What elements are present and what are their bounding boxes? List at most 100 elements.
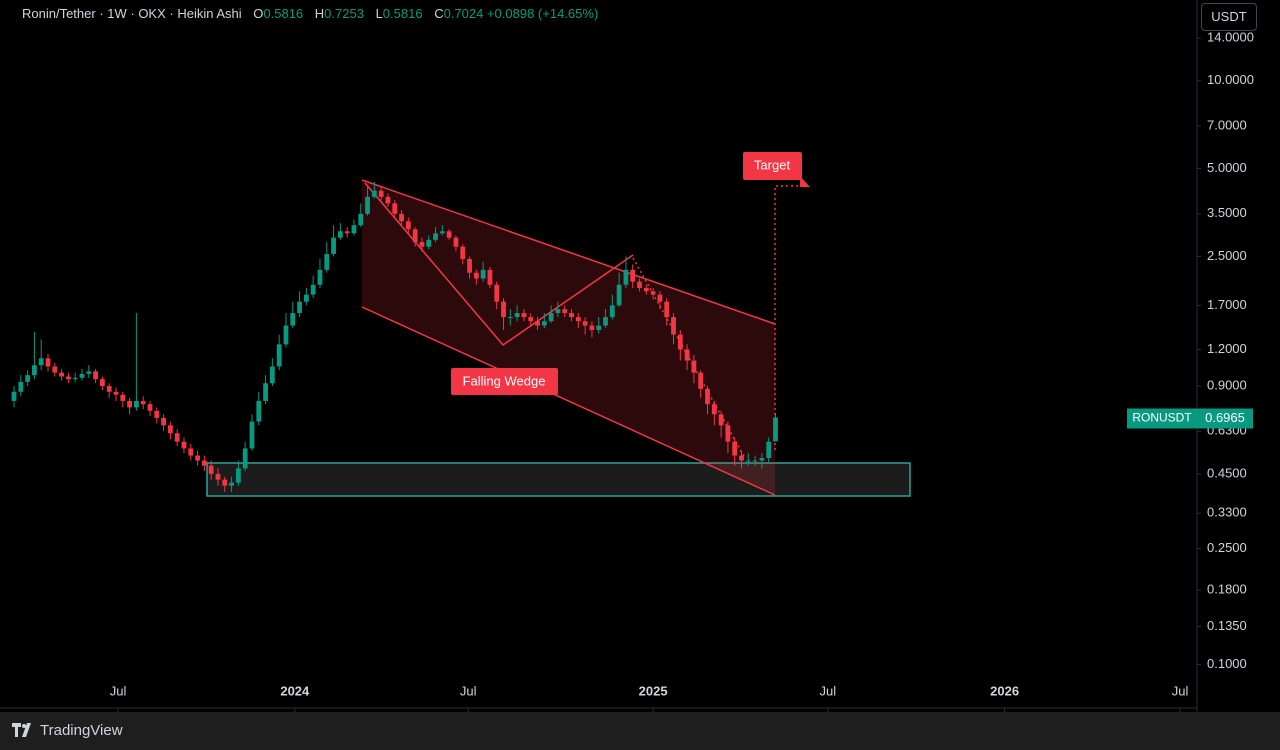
- candle-body: [72, 377, 78, 380]
- candle-body: [392, 203, 398, 214]
- annotation: Falling Wedge: [463, 373, 546, 388]
- candle-body: [86, 371, 92, 374]
- candle-body: [494, 284, 500, 302]
- candle-body: [711, 404, 717, 415]
- candle-body: [773, 417, 778, 442]
- logo: [12, 723, 31, 737]
- candle-body: [310, 284, 316, 295]
- annotation-box: [451, 368, 558, 395]
- candle-body: [371, 190, 377, 197]
- y-tick-label: 0.2500: [1207, 540, 1247, 555]
- candle-body: [167, 425, 173, 434]
- candle-body: [222, 479, 228, 486]
- x-tick-label: Jul: [110, 683, 127, 698]
- title: Ronin/Tether · 1W · OKX · Heikin Ashi: [22, 6, 242, 21]
- candle-body: [181, 441, 187, 449]
- candle-body: [453, 237, 459, 247]
- candle-body: [467, 259, 472, 273]
- candle-body: [208, 465, 214, 474]
- candle-body: [18, 381, 24, 392]
- candle-body: [691, 360, 697, 373]
- candle-body: [739, 455, 744, 461]
- candle-body: [507, 317, 513, 319]
- candle-body: [324, 253, 330, 270]
- candle-body: [32, 365, 37, 376]
- projection: [632, 257, 746, 459]
- candle-body: [555, 309, 561, 314]
- candle-body: [188, 448, 194, 456]
- x-tick-label: Jul: [820, 683, 837, 698]
- x-tick-label: Jul: [460, 683, 477, 698]
- candle-body: [344, 231, 350, 234]
- candle-body: [283, 325, 289, 345]
- y-tick-label: 2.5000: [1207, 248, 1247, 263]
- symbol-tag: [1127, 408, 1197, 429]
- wedge-top: [361, 179, 776, 325]
- candle-body: [718, 414, 724, 426]
- candle-body: [535, 321, 540, 326]
- candle-body: [93, 371, 98, 380]
- candle-body: [229, 482, 234, 486]
- candle-body: [569, 313, 574, 318]
- y-tick-label: 3.5000: [1207, 205, 1247, 220]
- candle-body: [419, 242, 425, 247]
- y-tick-label: 7.0000: [1207, 117, 1247, 132]
- currency-button[interactable]: USDT: [1201, 3, 1257, 31]
- candle-body: [759, 458, 765, 461]
- candle-body: [297, 301, 302, 314]
- candle-body: [79, 373, 85, 378]
- candle-body: [195, 455, 200, 461]
- ohlc-key: L: [375, 6, 383, 21]
- candle-body: [732, 441, 738, 456]
- y-tick-label: 0.1000: [1207, 656, 1247, 671]
- candle-body: [331, 237, 336, 254]
- y-tick-label: 0.3300: [1207, 505, 1247, 520]
- candle-body: [698, 372, 704, 389]
- annotation-box: [743, 152, 802, 180]
- candle-body: [623, 269, 629, 285]
- candle-body: [405, 221, 411, 230]
- candle-body: [378, 190, 384, 197]
- candle-body: [596, 325, 602, 330]
- candle-body: [752, 460, 758, 462]
- y-tick-label: 0.9000: [1207, 377, 1247, 392]
- candle-body: [52, 366, 58, 373]
- ohlc-key: C: [434, 6, 444, 21]
- candle-body: [249, 421, 255, 449]
- candle-body: [514, 313, 520, 318]
- ohlc-value: 0.5816: [382, 6, 423, 21]
- candle-body: [643, 287, 649, 292]
- ohlc-value: 0.7024: [443, 6, 484, 21]
- candle-body: [677, 334, 683, 350]
- candle-body: [725, 425, 731, 442]
- candle-body: [399, 213, 404, 222]
- candle-body: [154, 410, 160, 418]
- candle-body: [161, 417, 166, 426]
- candle-body: [521, 313, 527, 318]
- candle-body: [385, 196, 391, 204]
- target-line: [774, 185, 805, 450]
- price-axis-bg: [1197, 0, 1280, 712]
- candle-body: [412, 229, 418, 243]
- candle-body: [637, 281, 642, 288]
- target-pointer: [800, 176, 810, 187]
- candle-body: [562, 309, 568, 314]
- candle-body: [59, 372, 64, 377]
- x-tick-label: Jul: [1172, 683, 1189, 698]
- change: +0.0898 (+14.65%): [486, 6, 599, 21]
- candle-body: [317, 269, 323, 285]
- candle-body: [616, 284, 622, 306]
- price-tag: [1197, 408, 1253, 429]
- annotation: Target: [754, 157, 791, 172]
- candle-body: [65, 376, 71, 380]
- ohlc-value: 0.5816: [263, 6, 304, 21]
- candle-body: [657, 294, 663, 302]
- candle-body: [45, 358, 51, 367]
- candle-body: [609, 305, 615, 318]
- x-tick-label: 2026: [990, 683, 1019, 698]
- candle-body: [548, 313, 554, 322]
- candle-body: [501, 301, 506, 318]
- candle-body: [671, 317, 676, 335]
- candle-body: [133, 400, 139, 408]
